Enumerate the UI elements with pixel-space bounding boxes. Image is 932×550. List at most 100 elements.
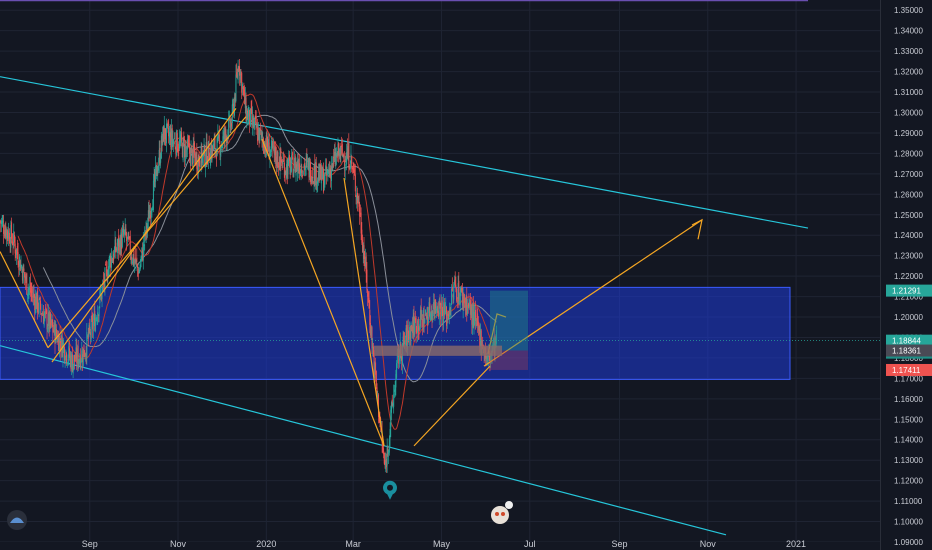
price-tick-label: 1.10000 xyxy=(894,518,923,527)
candle-body xyxy=(181,144,183,158)
candle-body xyxy=(254,115,256,120)
candle-body xyxy=(194,154,196,165)
candle-body xyxy=(218,134,220,138)
candle-body xyxy=(440,303,442,317)
candle-body xyxy=(45,307,47,309)
candle-body xyxy=(312,182,314,184)
projection-line xyxy=(343,177,385,446)
candle-body xyxy=(190,147,192,166)
projection-line xyxy=(51,108,237,363)
projection-arrowhead xyxy=(691,218,703,240)
candle-body xyxy=(26,273,28,295)
candle-body xyxy=(129,236,131,238)
candle-body xyxy=(155,165,157,170)
candle-body xyxy=(36,291,38,309)
candle-body xyxy=(100,293,102,301)
candle-body xyxy=(147,210,149,221)
candle-body xyxy=(370,323,372,336)
time-axis-panel xyxy=(0,542,880,550)
tradingview-logo-mark xyxy=(10,517,24,523)
candle-body xyxy=(223,132,225,139)
candle-body xyxy=(45,309,47,312)
price-tick-label: 1.24000 xyxy=(894,231,923,240)
candle-body xyxy=(276,151,278,168)
candle-body xyxy=(336,153,338,157)
candle-body xyxy=(366,269,368,290)
candle-body xyxy=(71,354,73,372)
candle-body xyxy=(384,459,386,466)
candle-body xyxy=(430,311,432,313)
candle-body xyxy=(340,146,342,154)
candle-body xyxy=(27,294,28,296)
candle-body xyxy=(477,321,479,331)
candle-body xyxy=(299,170,301,176)
candle-body xyxy=(419,309,421,327)
candle-body xyxy=(87,335,89,337)
candle-body xyxy=(82,354,83,363)
candle-body xyxy=(175,148,177,154)
candle-body xyxy=(81,350,83,362)
candle-body xyxy=(91,315,93,320)
candle-body xyxy=(59,335,61,343)
candle-body xyxy=(142,241,144,261)
candle-body xyxy=(403,332,405,341)
candle-body xyxy=(383,453,385,464)
candle-body xyxy=(86,332,88,359)
candle-body xyxy=(160,135,162,159)
candle-body xyxy=(176,130,178,156)
candle-body xyxy=(21,268,23,281)
candle-body xyxy=(222,136,224,146)
candle-body xyxy=(317,177,319,183)
candle-body xyxy=(303,165,305,168)
candle-body xyxy=(140,256,142,261)
candle-body xyxy=(133,250,135,265)
candle-body xyxy=(493,338,495,348)
candle-body xyxy=(375,362,377,375)
candle-body xyxy=(260,131,262,133)
sticker-icon-bubble xyxy=(505,501,513,509)
candle-body xyxy=(200,145,202,170)
candle-body xyxy=(308,158,310,178)
candle-body xyxy=(420,307,422,320)
candle-body xyxy=(181,132,183,142)
candle-body xyxy=(429,303,431,319)
candle-body xyxy=(8,232,10,244)
candle-body xyxy=(351,157,353,165)
candle-body xyxy=(289,159,291,175)
candle-body xyxy=(432,302,434,310)
time-tick-label: Mar xyxy=(345,539,361,549)
candle-body xyxy=(110,255,112,268)
moving-average-slow xyxy=(42,114,497,383)
candle-body xyxy=(331,163,333,169)
candle-body xyxy=(13,235,15,243)
candle-body xyxy=(297,160,299,170)
candle-body xyxy=(122,228,124,233)
candle-body xyxy=(67,359,69,361)
candle-body xyxy=(408,336,410,338)
candle-body xyxy=(32,296,34,298)
candle-body xyxy=(388,450,390,455)
candle-body xyxy=(220,149,222,157)
small-projection-arrow xyxy=(487,313,507,354)
price-axis-panel xyxy=(880,0,932,550)
candle-body xyxy=(1,220,3,225)
candle-body xyxy=(328,168,330,173)
candle-body xyxy=(132,254,134,265)
candle-body xyxy=(195,152,197,163)
candle-body xyxy=(82,348,84,367)
candle-body xyxy=(401,357,403,362)
candle-body xyxy=(186,139,188,150)
candle-body xyxy=(461,287,463,306)
candle-body xyxy=(245,97,247,122)
candle-body xyxy=(280,148,282,162)
candle-body xyxy=(439,300,441,306)
price-tick-label: 1.12000 xyxy=(894,477,923,486)
candle-body xyxy=(346,152,348,165)
location-pin-icon-tail xyxy=(386,491,394,500)
candle-body xyxy=(351,167,353,170)
time-tick-label: May xyxy=(433,539,451,549)
candle-body xyxy=(177,149,179,151)
candle-body xyxy=(417,320,419,333)
